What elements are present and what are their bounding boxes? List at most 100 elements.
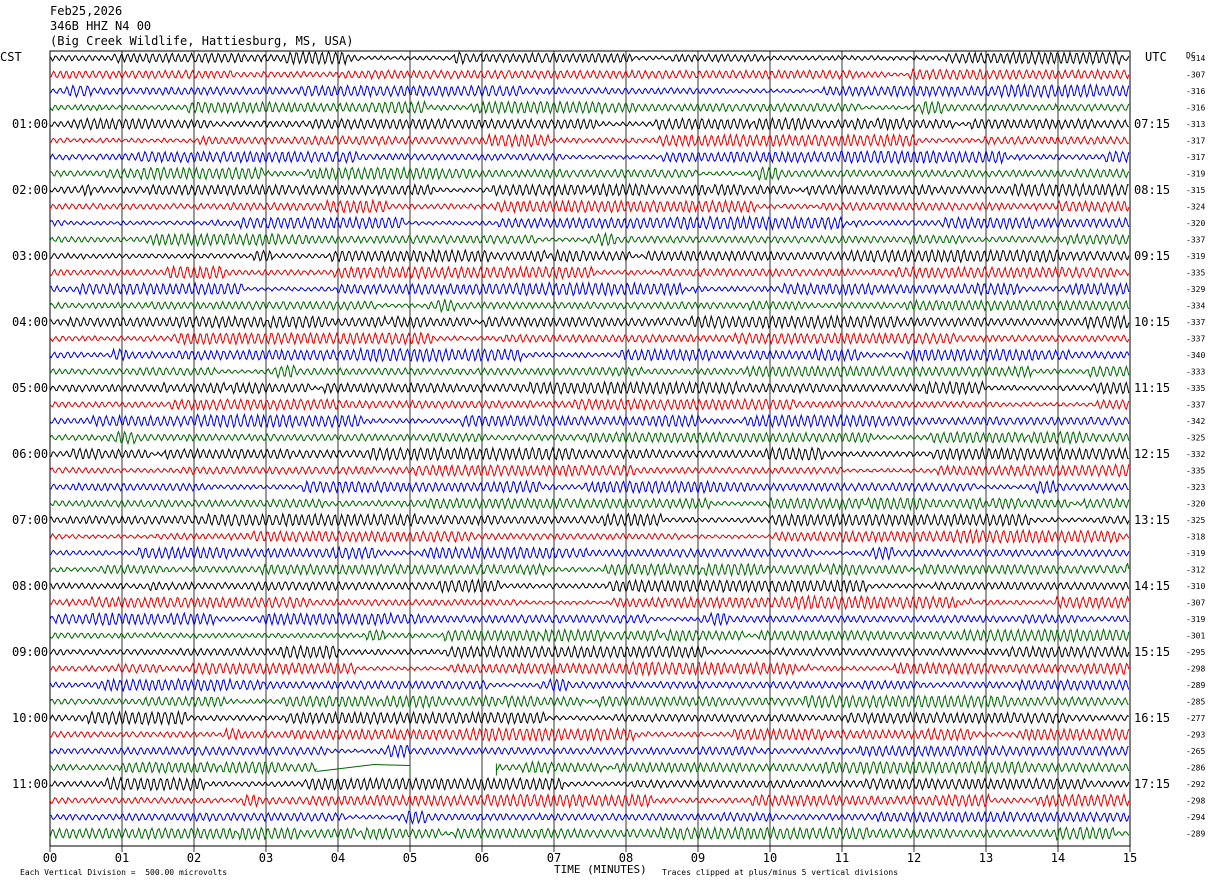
seismic-trace-34 <box>49 611 1129 627</box>
x-tick-label: 13 <box>979 851 993 865</box>
dc-offset-label: -332 <box>1186 450 1205 459</box>
trace-group <box>49 50 1130 842</box>
seismic-trace-14 <box>49 280 1130 297</box>
dc-offset-label: -317 <box>1186 137 1205 146</box>
utc-hour-label: 15:15 <box>1134 645 1170 659</box>
dc-offset-label: -298 <box>1186 665 1205 674</box>
x-tick-label: 09 <box>691 851 705 865</box>
seismic-trace-23 <box>49 430 1130 446</box>
seismic-trace-45 <box>49 792 1130 809</box>
dc-offset-label: -316 <box>1186 87 1205 96</box>
x-axis-title: TIME (MINUTES) <box>554 863 647 876</box>
cst-axis-label: CST <box>0 50 22 64</box>
cst-hour-label: 11:00 <box>12 777 48 791</box>
seismic-trace-30 <box>49 545 1130 561</box>
seismic-trace-6 <box>49 149 1130 165</box>
seismic-trace-35 <box>49 627 1130 644</box>
dc-offset-label: -289 <box>1186 681 1205 690</box>
x-tick-label: 15 <box>1123 851 1137 865</box>
seismic-trace-37 <box>49 660 1130 677</box>
cst-hour-label: 08:00 <box>12 579 48 593</box>
utc-hour-label: 07:15 <box>1134 117 1170 131</box>
x-tick-label: 02 <box>187 851 201 865</box>
x-tick-label: 03 <box>259 851 273 865</box>
seismic-trace-43 <box>496 760 1130 776</box>
seismic-trace-5 <box>49 132 1129 149</box>
dc-offset-label: -301 <box>1186 632 1205 641</box>
seismic-trace-19 <box>49 364 1130 380</box>
utc-hour-label: 14:15 <box>1134 579 1170 593</box>
seismic-trace-46 <box>49 809 1130 825</box>
seismic-trace-43 <box>49 760 317 776</box>
x-tick-label: 11 <box>835 851 849 865</box>
seismic-trace-25 <box>49 463 1130 478</box>
dc-offset-label: -317 <box>1186 153 1205 162</box>
seismic-trace-20 <box>49 380 1130 397</box>
seismic-trace-18 <box>49 346 1130 364</box>
seismic-trace-33 <box>49 594 1130 611</box>
dc-offset-label: -335 <box>1186 384 1205 393</box>
seismic-trace-1 <box>49 67 1130 81</box>
cst-hour-label: 10:00 <box>12 711 48 725</box>
seismic-trace-7 <box>49 165 1130 182</box>
seismic-trace-16 <box>49 314 1130 331</box>
seismic-trace-8 <box>49 182 1129 198</box>
dc-offset-label: -334 <box>1186 302 1205 311</box>
dc-offset-label: -318 <box>1186 533 1205 542</box>
axis-label-group: 00 01 02 03 04 05 06 07 08 09 10 11 12 13 14 15 -314 -307… <box>0 50 1205 865</box>
dc-offset-label: -295 <box>1186 648 1205 657</box>
dc-offset-label: -320 <box>1186 219 1205 228</box>
dc-offset-label: -325 <box>1186 516 1205 525</box>
dc-offset-label: -285 <box>1186 698 1205 707</box>
dc-offset-label: -342 <box>1186 417 1205 426</box>
utc-axis-label: UTC <box>1145 50 1167 64</box>
minute-gridlines <box>49 50 1131 852</box>
x-tick-label: 01 <box>115 851 129 865</box>
cst-hour-label: 03:00 <box>12 249 48 263</box>
header-date: Feb25,2026 <box>50 4 123 18</box>
dc-offset-label: -315 <box>1186 186 1205 195</box>
x-tick-label: 08 <box>619 851 633 865</box>
dc-offset-label: -277 <box>1186 714 1205 723</box>
seismic-trace-44 <box>49 775 1130 792</box>
dc-offset-label: -298 <box>1186 797 1205 806</box>
dc-offset-label: -325 <box>1186 434 1205 443</box>
header-station: 346B HHZ N4 00 <box>50 19 152 33</box>
seismic-trace-17 <box>49 331 1130 347</box>
utc-hour-label: 11:15 <box>1134 381 1170 395</box>
seismic-trace-27 <box>49 496 1130 512</box>
seismic-trace-12 <box>49 248 1130 264</box>
dc-offset-label: -307 <box>1186 599 1205 608</box>
seismic-trace-40 <box>49 709 1130 727</box>
dc-offset-label: -286 <box>1186 764 1205 773</box>
dc-offset-label: -335 <box>1186 467 1205 476</box>
dc-offset-label: -313 <box>1186 120 1205 129</box>
utc-hour-label: 12:15 <box>1134 447 1170 461</box>
seismic-trace-21 <box>49 397 1130 412</box>
cst-hour-label: 07:00 <box>12 513 48 527</box>
seismic-trace-42 <box>49 744 1129 760</box>
dc-offset-label: -340 <box>1186 351 1205 360</box>
dc-offset-label: -319 <box>1186 549 1205 558</box>
seismic-trace-11 <box>49 231 1130 248</box>
dc-offset-label: -316 <box>1186 104 1205 113</box>
x-tick-label: 00 <box>43 851 57 865</box>
seismic-trace-3 <box>49 99 1130 116</box>
seismic-trace-29 <box>49 528 1130 545</box>
dc-offset-label: -323 <box>1186 483 1205 492</box>
cst-hour-label: 06:00 <box>12 447 48 461</box>
utc-hour-label: 09:15 <box>1134 249 1170 263</box>
seismic-trace-31 <box>49 562 1130 578</box>
scale-note: Each Vertical Division = 500.00 microvol… <box>20 868 228 877</box>
dc-offset-label: -314 <box>1186 54 1205 63</box>
clip-note: Traces clipped at plus/minus 5 vertical … <box>662 868 899 877</box>
dc-offset-label: -319 <box>1186 615 1205 624</box>
utc-hour-label: 17:15 <box>1134 777 1170 791</box>
x-tick-label: 12 <box>907 851 921 865</box>
seismic-trace-28 <box>49 512 1130 528</box>
dc-offset-label: -312 <box>1186 566 1205 575</box>
dc-offset-label: -337 <box>1186 236 1205 245</box>
dc-offset-label: -310 <box>1186 582 1205 591</box>
seismic-trace-9 <box>49 198 1130 215</box>
